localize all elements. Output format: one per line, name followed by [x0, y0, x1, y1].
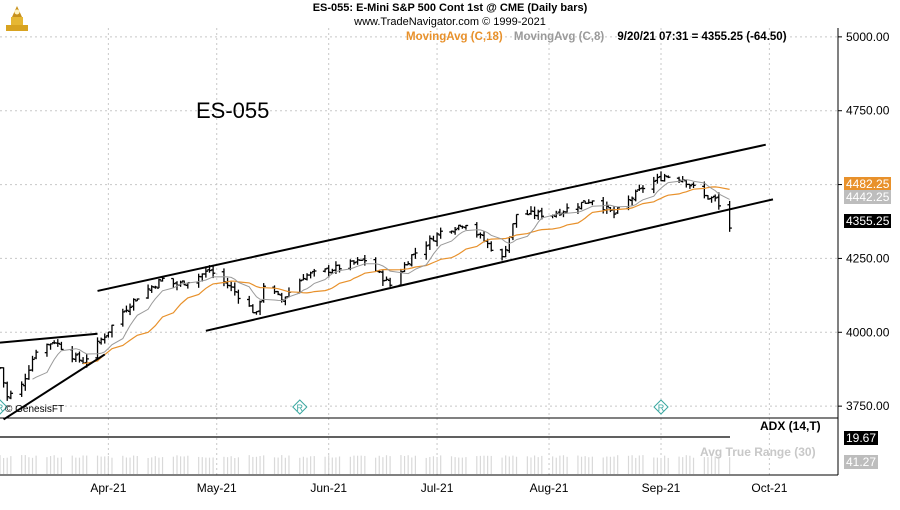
last-price-tag: 4355.25 — [844, 214, 892, 228]
r-marker-icon: R — [653, 399, 669, 415]
x-tick-label: Sep-21 — [642, 481, 681, 495]
r-marker-diamond — [292, 399, 308, 415]
trendline — [3, 353, 106, 421]
r-markers: RRR — [0, 399, 669, 415]
source-credit: www.TradeNavigator.com © 1999-2021 — [354, 16, 546, 28]
trade-navigator-logo-icon — [6, 6, 28, 31]
y-tick-label: 3750.00 — [846, 399, 890, 413]
x-tick-label: Apr-21 — [90, 481, 126, 495]
y-tick-label: 4750.00 — [846, 104, 890, 118]
adx-label: ADX (14,T) — [760, 419, 821, 433]
y-tick-label: 4000.00 — [846, 325, 890, 339]
ma18-line — [83, 186, 730, 365]
r-marker-icon: R — [0, 399, 8, 415]
x-tick-label: Oct-21 — [751, 481, 787, 495]
grid-lines — [0, 28, 838, 475]
moving-averages — [32, 179, 730, 380]
r-marker-letter: R — [297, 403, 304, 413]
trendline — [205, 198, 774, 332]
symbol-label: ES-055 — [196, 98, 270, 123]
last-quote: 9/20/21 07:31 = 4355.25 (-64.50) — [617, 31, 787, 43]
y-tick-label: 5000.00 — [846, 30, 890, 44]
chart-title: ES-055: E-Mini S&P 500 Cont 1st @ CME (D… — [312, 2, 588, 14]
r-marker-diamond — [0, 399, 8, 415]
x-tick-label: Jun-21 — [310, 481, 347, 495]
x-tick-label: Jul-21 — [421, 481, 454, 495]
adx-value-tag: 19.67 — [844, 431, 879, 445]
r-marker-icon: R — [292, 399, 308, 415]
y-tick-label: 4250.00 — [846, 251, 890, 265]
trendline — [0, 332, 98, 344]
r-marker-diamond — [653, 399, 669, 415]
r-marker-letter: R — [658, 403, 665, 413]
atr-value-tag: 41.27 — [844, 455, 879, 469]
data-provider-credit: © GenesisFT — [5, 404, 65, 415]
atr-label: Avg True Range (30) — [700, 445, 816, 459]
legend-ma8: MovingAvg (C,8) — [513, 31, 605, 43]
legend-ma18: MovingAvg (C,18) — [406, 31, 503, 43]
ma18-price-tag: 4482.25 — [844, 177, 892, 191]
indicator-panel — [0, 417, 838, 474]
axes — [0, 28, 842, 476]
x-tick-label: Aug-21 — [530, 481, 569, 495]
tick-labels: 5000.004750.004500.004250.004000.003750.… — [90, 30, 889, 495]
x-tick-label: May-21 — [197, 481, 237, 495]
ma8-line — [32, 179, 730, 380]
r-marker-letter: R — [0, 403, 4, 413]
trendlines — [0, 143, 774, 421]
legend: MovingAvg (C,18) MovingAvg (C,8) 9/20/21… — [406, 31, 787, 43]
trendline — [97, 143, 766, 292]
ma8-price-tag: 4442.25 — [844, 190, 892, 204]
ohlc-bars — [0, 171, 732, 401]
